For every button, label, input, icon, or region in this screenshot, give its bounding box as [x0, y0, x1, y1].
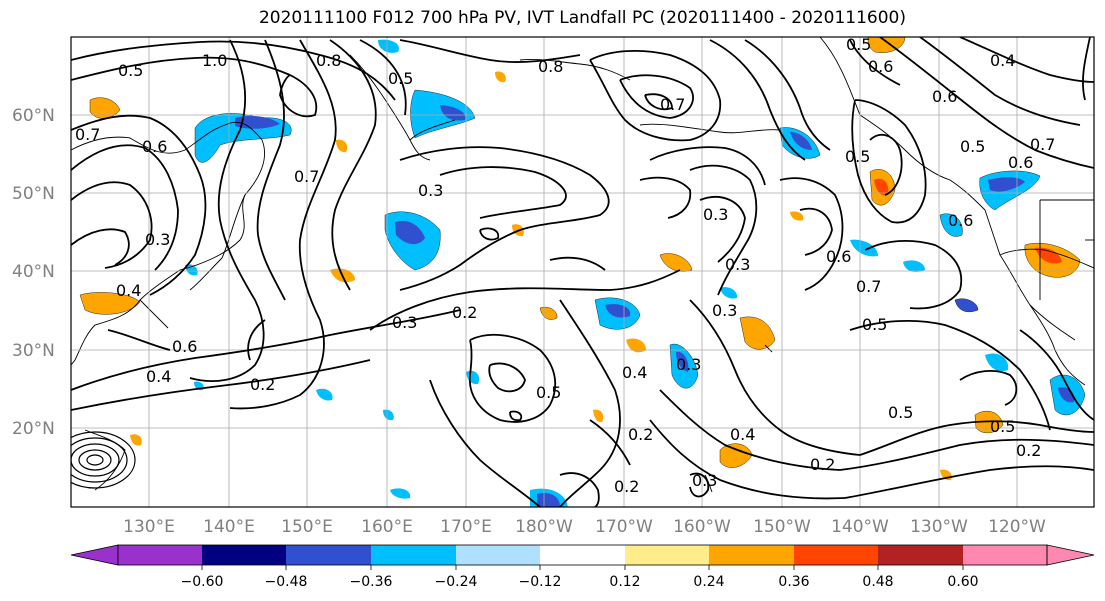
map-title: 2020111100 F012 700 hPa PV, IVT Landfall…	[258, 8, 906, 28]
lon-label: 120°W	[988, 517, 1046, 537]
colorbar-tick-label: −0.48	[265, 574, 308, 590]
contour-label: 0.6	[142, 137, 167, 156]
colorbar-segment	[963, 545, 1047, 565]
contour-label: 0.3	[145, 230, 170, 249]
contour-label: 0.7	[75, 125, 100, 144]
lon-label: 150°E	[281, 517, 333, 537]
contour-label: 0.3	[725, 255, 750, 274]
lon-label: 140°W	[831, 517, 889, 537]
lat-label: 30°N	[12, 341, 55, 361]
lon-label: 170°W	[595, 517, 653, 537]
colorbar-tick-label: −0.60	[181, 574, 224, 590]
contour-label: 0.7	[660, 95, 685, 114]
contour-label: 0.2	[810, 455, 835, 474]
contour-label: 0.3	[418, 181, 443, 200]
contour-label: 0.8	[316, 51, 341, 70]
contour-label: 0.8	[538, 57, 563, 76]
contour-label: 0.4	[730, 425, 755, 444]
contour-label: 1.0	[202, 51, 227, 70]
contour-label: 0.2	[628, 425, 653, 444]
colorbar-tick-label: −0.36	[350, 574, 393, 590]
colorbar-tick-label: 0.36	[778, 574, 809, 590]
contour-label: 0.7	[294, 167, 319, 186]
lon-label: 160°E	[361, 517, 413, 537]
pv-contours	[71, 37, 1094, 507]
contour-label: 0.4	[146, 367, 171, 386]
lon-label: 180°W	[515, 517, 573, 537]
contour-label: 0.5	[118, 61, 143, 80]
contour-label: 0.4	[622, 363, 647, 382]
contour-label: 0.6	[932, 87, 957, 106]
contour-label: 0.3	[712, 301, 737, 320]
lon-label: 130°W	[910, 517, 968, 537]
contour-label: 0.7	[856, 277, 881, 296]
contour-cluster-sw	[71, 431, 136, 489]
contour-label: 0.3	[703, 205, 728, 224]
colorbar-tick-label: 0.48	[862, 574, 893, 590]
colorbar-segment	[625, 545, 709, 565]
colorbar-extend-max	[1046, 544, 1095, 566]
contour-label: 0.6	[826, 247, 851, 266]
contour-label: 0.6	[948, 211, 973, 230]
lat-label: 50°N	[12, 184, 55, 204]
contour-label: 0.2	[250, 375, 275, 394]
contour-label: 0.5	[862, 315, 887, 334]
contour-labels: 1.0 0.5 0.8 0.5 0.8 0.7 0.6 0.5 0.4 0.7 …	[75, 35, 1055, 496]
colorbar-segment	[371, 545, 456, 565]
contour-label: 0.3	[692, 471, 717, 490]
colorbar-segment	[286, 545, 371, 565]
colorbar-tick-label: 0.60	[947, 574, 978, 590]
lon-label: 170°E	[440, 517, 492, 537]
contour-label: 0.3	[676, 355, 701, 374]
colorbar-segment	[118, 545, 202, 565]
lon-label: 150°W	[753, 517, 811, 537]
lon-label: 130°E	[123, 517, 175, 537]
map-panel	[71, 37, 1094, 507]
colorbar-segment	[878, 545, 963, 565]
colorbar: −0.60 −0.48 −0.36 −0.24 −0.12 0.12 0.24 …	[70, 544, 1095, 590]
lon-label: 140°E	[203, 517, 255, 537]
colorbar-tick-label: 0.24	[693, 574, 724, 590]
shaded-anomaly-regions	[79, 37, 1086, 507]
colorbar-segment	[540, 545, 625, 565]
contour-label: 0.6	[868, 57, 893, 76]
contour-label: 0.5	[888, 403, 913, 422]
contour-label: 0.7	[1030, 135, 1055, 154]
colorbar-tick-label: −0.24	[435, 574, 478, 590]
contour-label: 0.5	[960, 137, 985, 156]
contour-label: 0.2	[452, 303, 477, 322]
longitude-labels: 130°E 140°E 150°E 160°E 170°E 180°W 170°…	[123, 517, 1046, 537]
contour-label: 0.5	[845, 147, 870, 166]
colorbar-tick-label: −0.12	[519, 574, 562, 590]
contour-label: 0.2	[1016, 441, 1041, 460]
contour-label: 0.5	[846, 35, 871, 54]
contour-label: 0.3	[392, 313, 417, 332]
lat-label: 40°N	[12, 262, 55, 282]
lat-label: 60°N	[12, 106, 55, 126]
contour-label: 0.4	[116, 281, 141, 300]
contour-label: 0.4	[990, 51, 1015, 70]
colorbar-extend-min	[70, 544, 119, 566]
lat-label: 20°N	[12, 419, 55, 439]
colorbar-segment	[202, 545, 286, 565]
contour-label: 0.5	[388, 69, 413, 88]
colorbar-segment	[794, 545, 878, 565]
map-frame	[70, 36, 1095, 508]
contour-label: 0.5	[990, 417, 1015, 436]
colorbar-tick-label: 0.12	[609, 574, 640, 590]
contour-label: 0.2	[614, 477, 639, 496]
contour-label: 0.5	[536, 383, 561, 402]
colorbar-segment	[456, 545, 540, 565]
latitude-labels: 60°N 50°N 40°N 30°N 20°N	[12, 106, 55, 439]
contour-label: 0.6	[172, 337, 197, 356]
contour-label: 0.6	[1008, 153, 1033, 172]
lon-label: 160°W	[673, 517, 731, 537]
coastlines	[71, 37, 1094, 493]
colorbar-segment	[709, 545, 794, 565]
